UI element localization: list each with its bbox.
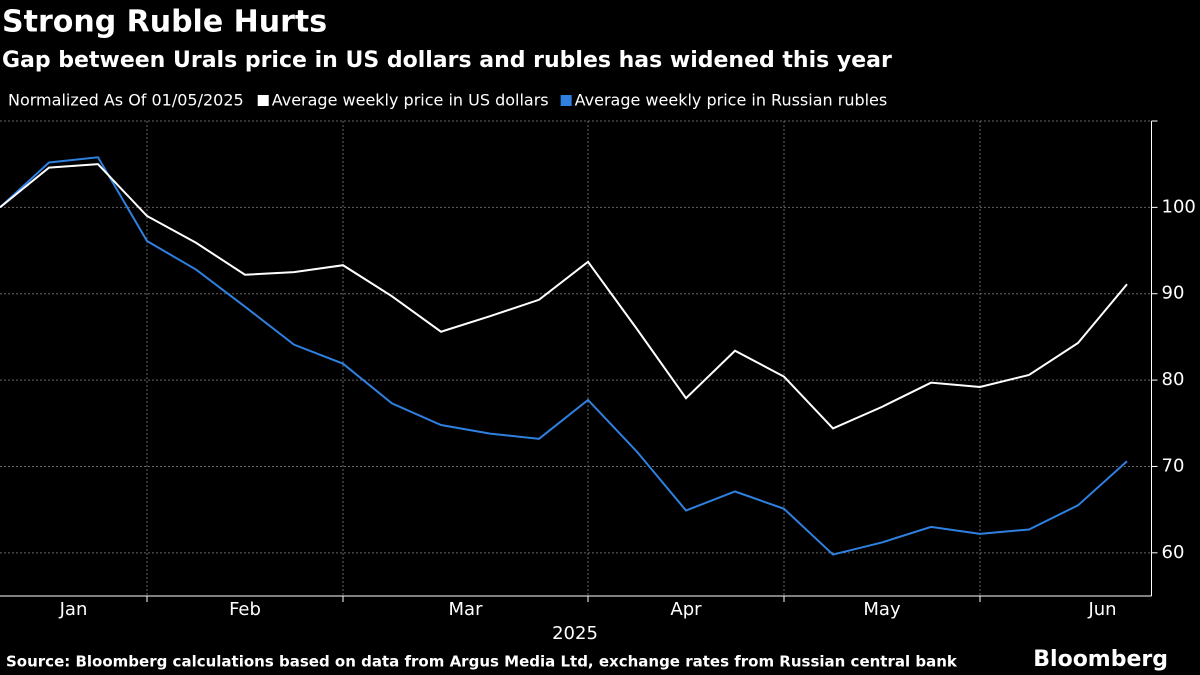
y-tick-label: 80 bbox=[1162, 369, 1185, 390]
x-tick-label: Jan bbox=[59, 599, 88, 620]
legend-label: Average weekly price in US dollars bbox=[272, 91, 549, 110]
x-tick-label: Apr bbox=[670, 599, 702, 620]
x-tick-label: May bbox=[863, 599, 901, 620]
legend-title: Normalized As Of 01/05/2025 bbox=[8, 91, 244, 110]
legend-swatch bbox=[560, 95, 572, 106]
x-tick-label: Mar bbox=[449, 599, 484, 620]
y-tick-label: 90 bbox=[1162, 283, 1185, 304]
chart-subtitle: Gap between Urals price in US dollars an… bbox=[2, 48, 892, 73]
legend-label: Average weekly price in Russian rubles bbox=[575, 91, 888, 110]
x-axis-label: 2025 bbox=[552, 623, 598, 644]
series-line bbox=[0, 163, 1128, 430]
chart-title: Strong Ruble Hurts bbox=[2, 5, 327, 40]
y-tick-label: 60 bbox=[1162, 542, 1185, 563]
y-tick-label: 70 bbox=[1162, 455, 1185, 476]
series-line bbox=[0, 156, 1128, 556]
x-tick-label: Feb bbox=[229, 599, 261, 620]
brand: Bloomberg bbox=[1033, 647, 1168, 672]
x-tick-label: Jun bbox=[1087, 599, 1116, 620]
legend-swatch bbox=[257, 95, 269, 106]
y-tick-label: 100 bbox=[1162, 196, 1196, 217]
source: Source: Bloomberg calculations based on … bbox=[6, 653, 958, 671]
